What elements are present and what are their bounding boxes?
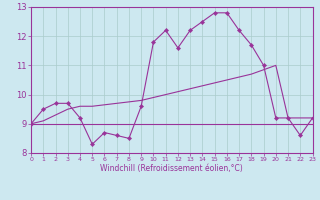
X-axis label: Windchill (Refroidissement éolien,°C): Windchill (Refroidissement éolien,°C) [100,164,243,173]
